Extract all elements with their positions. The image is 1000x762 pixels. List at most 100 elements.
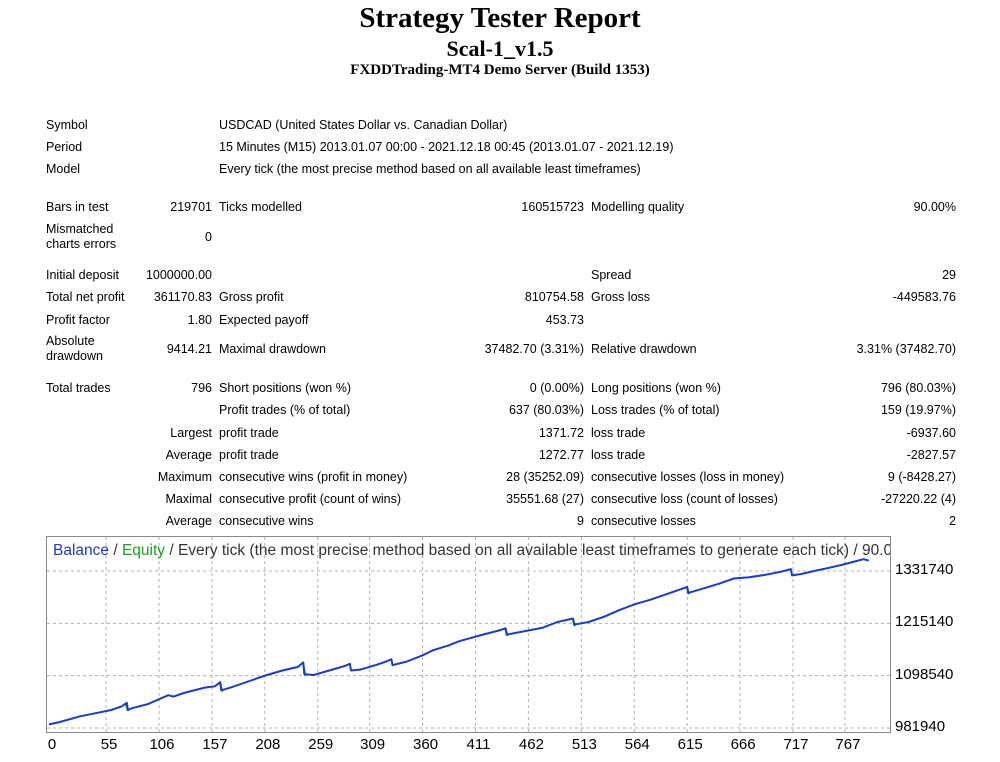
x-tick-label: 717 — [783, 736, 809, 753]
largest-loss-value: -6937.60 — [906, 426, 956, 440]
x-tick-label: 564 — [624, 736, 650, 753]
absdd-label-1: Absolute — [46, 334, 95, 348]
cons-loss-label: consecutive loss (count of losses) — [591, 492, 778, 506]
payoff-label: Expected payoff — [219, 313, 309, 327]
short-label: Short positions (won %) — [219, 381, 352, 395]
profittrades-label: Profit trades (% of total) — [219, 403, 351, 417]
report-server: FXDDTrading-MT4 Demo Server (Build 1353) — [350, 62, 650, 78]
x-tick-label: 309 — [360, 736, 386, 753]
deposit-label: Initial deposit — [46, 268, 119, 282]
trades-value: 796 — [191, 381, 212, 395]
average-profit-value: 1272.77 — [538, 448, 584, 462]
long-value: 796 (80.03%) — [880, 381, 956, 395]
quality-value: 90.00% — [913, 200, 956, 214]
ticks-value: 160515723 — [521, 200, 584, 214]
x-tick-label: 360 — [413, 736, 439, 753]
average-profit-label: profit trade — [219, 448, 279, 462]
y-tick-label: 1331740 — [895, 561, 954, 578]
pf-value: 1.80 — [187, 313, 212, 327]
losstrades-label: Loss trades (% of total) — [591, 403, 720, 417]
largest-profit-value: 1371.72 — [538, 426, 584, 440]
profittrades-value: 637 (80.03%) — [508, 403, 584, 417]
x-tick-label: 513 — [571, 736, 597, 753]
netprofit-label: Total net profit — [46, 290, 125, 304]
pf-label: Profit factor — [46, 313, 110, 327]
avg-cons-wins-label: consecutive wins — [219, 514, 314, 528]
spread-label: Spread — [591, 268, 632, 282]
symbol-value: USDCAD (United States Dollar vs. Canadia… — [219, 118, 508, 132]
maxdd-value: 37482.70 (3.31%) — [484, 342, 584, 356]
maxdd-label: Maximal drawdown — [219, 342, 326, 356]
balance-line — [48, 558, 870, 726]
period-label: Period — [46, 140, 83, 154]
reldd-value: 3.31% (37482.70) — [856, 342, 956, 356]
reldd-label: Relative drawdown — [591, 342, 697, 356]
report-subtitle: Scal-1_v1.5 — [446, 36, 554, 61]
x-tick-label: 411 — [466, 736, 491, 753]
losstrades-value: 159 (19.97%) — [880, 403, 956, 417]
y-tick-label: 1098540 — [895, 665, 954, 683]
mismatch-value: 0 — [205, 230, 212, 244]
average-loss-value: -2827.57 — [906, 448, 956, 462]
cons-profit-label: consecutive profit (count of wins) — [219, 492, 402, 506]
y-tick-label: 981940 — [895, 718, 946, 735]
x-tick-label: 106 — [149, 736, 175, 753]
x-tick-label: 55 — [100, 736, 118, 753]
x-tick-label: 259 — [308, 736, 334, 753]
x-tick-label: 462 — [518, 736, 544, 753]
y-tick-label: 1215140 — [895, 613, 954, 631]
balance-chart: Balance / Equity / Every tick (the most … — [46, 536, 891, 733]
bars-value: 219701 — [170, 200, 212, 214]
absdd-label-2: drawdown — [46, 349, 103, 363]
mismatch-label-2: charts errors — [46, 237, 117, 251]
cons-wins-label: consecutive wins (profit in money) — [219, 470, 408, 484]
quality-label: Modelling quality — [591, 200, 685, 214]
grossprofit-value: 810754.58 — [524, 290, 584, 304]
chart-legend: Balance / Equity / Every tick (the most … — [53, 542, 891, 560]
cons-losses-value: 9 (-8428.27) — [887, 470, 956, 484]
cons-losses-label: consecutive losses (loss in money) — [591, 470, 785, 484]
deposit-value: 1000000.00 — [145, 268, 212, 282]
avg-cons-wins-value: 9 — [577, 514, 584, 528]
short-value: 0 (0.00%) — [529, 381, 584, 395]
grossloss-value: -449583.76 — [892, 290, 956, 304]
x-tick-label: 0 — [47, 736, 57, 753]
model-label: Model — [46, 162, 81, 176]
long-label: Long positions (won %) — [591, 381, 721, 395]
x-tick-label: 157 — [202, 736, 228, 753]
x-tick-label: 208 — [255, 736, 281, 753]
avg-cons-losses-label: consecutive losses — [591, 514, 696, 528]
largest-profit-label: profit trade — [219, 426, 279, 440]
bars-label: Bars in test — [46, 200, 109, 214]
maximum-label: Maximum — [157, 470, 212, 484]
grossloss-label: Gross loss — [591, 290, 651, 304]
avg2-label: Average — [165, 514, 212, 528]
cons-wins-value: 28 (35252.09) — [506, 470, 584, 484]
trades-label: Total trades — [46, 381, 111, 395]
x-tick-label: 767 — [835, 736, 861, 753]
average-label: Average — [165, 448, 212, 462]
ticks-label: Ticks modelled — [219, 200, 302, 214]
average-loss-label: loss trade — [591, 448, 646, 462]
netprofit-value: 361170.83 — [153, 290, 212, 304]
legend-description: / Every tick (the most precise method ba… — [165, 542, 891, 559]
grossprofit-label: Gross profit — [219, 290, 284, 304]
legend-balance: Balance — [53, 542, 110, 559]
avg-cons-losses-value: 2 — [949, 514, 956, 528]
symbol-label: Symbol — [46, 118, 88, 132]
legend-equity: Equity — [121, 542, 166, 559]
spread-value: 29 — [942, 268, 956, 282]
legend-sep: / — [109, 542, 122, 559]
cons-profit-value: 35551.68 (27) — [506, 492, 584, 506]
payoff-value: 453.73 — [545, 313, 584, 327]
cons-loss-value: -27220.22 (4) — [880, 492, 956, 506]
x-tick-label: 615 — [677, 736, 703, 753]
maximal-label: Maximal — [165, 492, 212, 506]
largest-label: Largest — [170, 426, 212, 440]
period-value: 15 Minutes (M15) 2013.01.07 00:00 - 2021… — [219, 140, 674, 154]
chart-plot — [47, 537, 890, 732]
report-title: Strategy Tester Report — [359, 2, 641, 34]
absdd-value: 9414.21 — [166, 342, 212, 356]
x-tick-label: 666 — [730, 736, 756, 753]
mismatch-label-1: Mismatched — [46, 222, 114, 236]
